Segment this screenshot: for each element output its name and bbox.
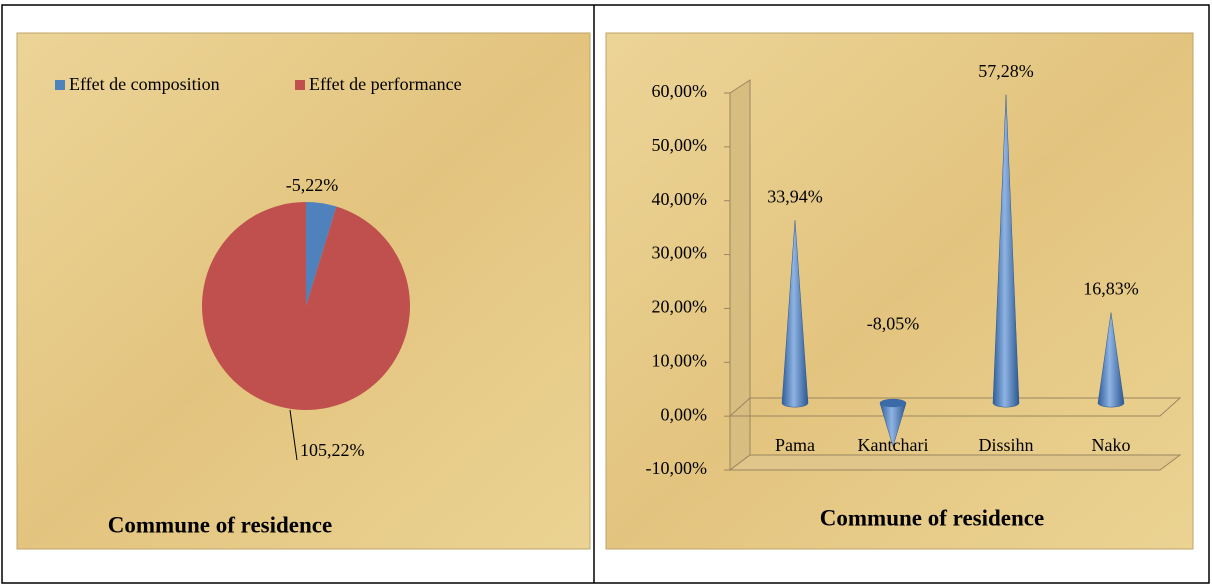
cone (1097, 312, 1125, 408)
leader-line (289, 409, 298, 461)
chart-title: Commune of residence (820, 505, 1044, 530)
x-tick-label: Nako (1092, 435, 1131, 455)
legend-label: Effet de composition (69, 74, 220, 94)
cone (992, 94, 1020, 408)
y-tick-label: 60,00% (652, 81, 708, 101)
zero-plane (728, 397, 1182, 417)
data-label: 33,94% (767, 186, 823, 206)
x-tick-label: Dissihn (978, 435, 1033, 455)
y-tick-label: 10,00% (652, 350, 708, 370)
back-wall (729, 79, 751, 471)
floor (728, 454, 1182, 471)
cone (781, 220, 809, 408)
y-tick-label: 50,00% (652, 135, 708, 155)
pie-slice (306, 202, 337, 306)
y-tick-label: 0,00% (661, 404, 708, 424)
y-tick-label: 20,00% (652, 297, 708, 317)
legend-swatch (295, 80, 305, 90)
data-label: 16,83% (1083, 279, 1139, 299)
data-label: 57,28% (978, 61, 1034, 81)
x-tick-label: Kantchari (858, 435, 929, 455)
x-tick-label: Pama (775, 435, 815, 455)
chart-title: Commune of residence (108, 512, 332, 537)
cone-base (880, 399, 906, 408)
y-tick-label: -10,00% (646, 458, 708, 478)
data-label: -8,05% (867, 313, 920, 333)
pie-slice (202, 202, 410, 411)
y-tick-label: 40,00% (652, 189, 708, 209)
legend-swatch (55, 80, 65, 90)
data-label: -5,22% (286, 175, 339, 195)
data-label: 105,22% (300, 440, 365, 460)
legend-label: Effet de performance (309, 74, 462, 94)
y-tick-label: 30,00% (652, 243, 708, 263)
